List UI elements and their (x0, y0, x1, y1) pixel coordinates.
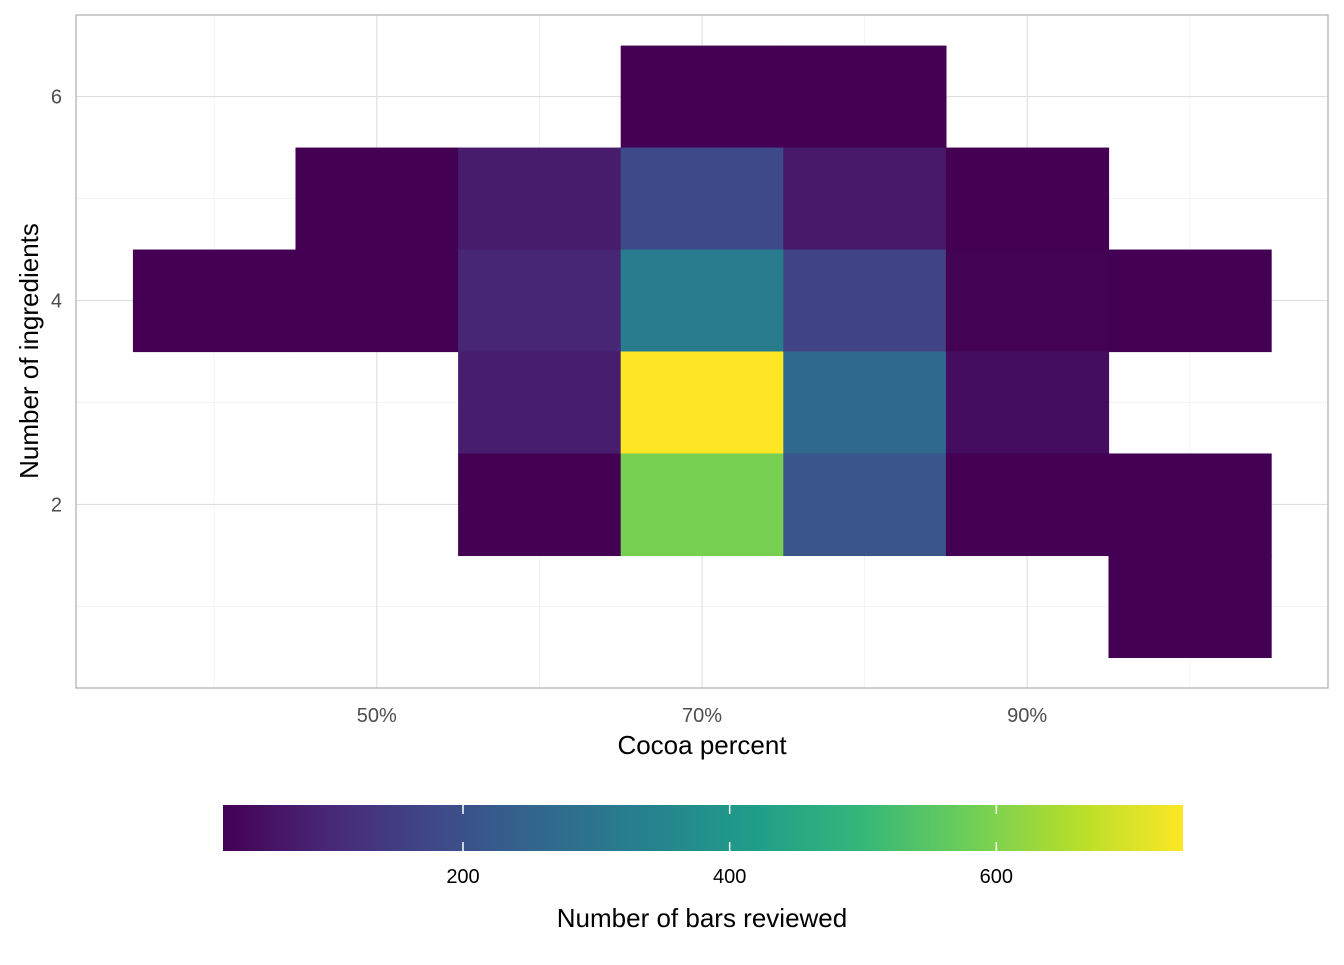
heatmap-cell (295, 249, 459, 353)
colorbar-title: Number of bars reviewed (557, 903, 847, 933)
y-tick-label: 4 (51, 291, 62, 313)
heatmap-cell (945, 351, 1110, 455)
heatmap-cell (783, 147, 947, 251)
heatmap-cell (945, 249, 1110, 353)
heatmap-cell (1108, 249, 1272, 353)
heatmap-cell (783, 249, 947, 353)
colorbar-tick-label: 200 (446, 866, 479, 888)
heatmap-cell (620, 249, 784, 353)
colorbar-tick-label: 600 (980, 866, 1013, 888)
heatmap-cell (620, 453, 784, 557)
heatmap-cell (783, 45, 947, 149)
x-tick-label: 70% (682, 705, 722, 727)
heatmap-cell (945, 453, 1110, 557)
heatmap-cell (783, 351, 947, 455)
y-tick-label: 6 (51, 87, 62, 109)
heatmap-cell (620, 147, 784, 251)
heatmap-cells (132, 45, 1272, 659)
x-axis-ticks: 50% 70% 90% (357, 705, 1048, 727)
panel-border (75, 14, 1329, 689)
x-tick-label: 90% (1007, 705, 1047, 727)
colorbar-tick-label: 400 (713, 866, 746, 888)
heatmap-cell (1108, 453, 1272, 557)
heatmap-cell (295, 147, 459, 251)
colorbar (223, 805, 1183, 851)
x-axis-title: Cocoa percent (617, 730, 787, 760)
heatmap-cell (458, 249, 622, 353)
x-tick-label: 50% (357, 705, 397, 727)
y-axis-ticks: 2 4 6 (51, 87, 62, 517)
heatmap-cell (783, 453, 947, 557)
colorbar-ticks: 200 400 600 (446, 805, 1013, 888)
y-tick-label: 2 (51, 494, 62, 516)
heatmap-cell (132, 249, 297, 353)
heatmap-cell (1108, 555, 1272, 659)
heatmap-cell (945, 147, 1110, 251)
y-axis-title: Number of ingredients (14, 223, 44, 479)
heatmap-cell (458, 351, 622, 455)
heatmap-cell (620, 45, 784, 149)
heatmap-cell (620, 351, 784, 455)
heatmap-cell (458, 147, 622, 251)
heatmap-cell (458, 453, 622, 557)
